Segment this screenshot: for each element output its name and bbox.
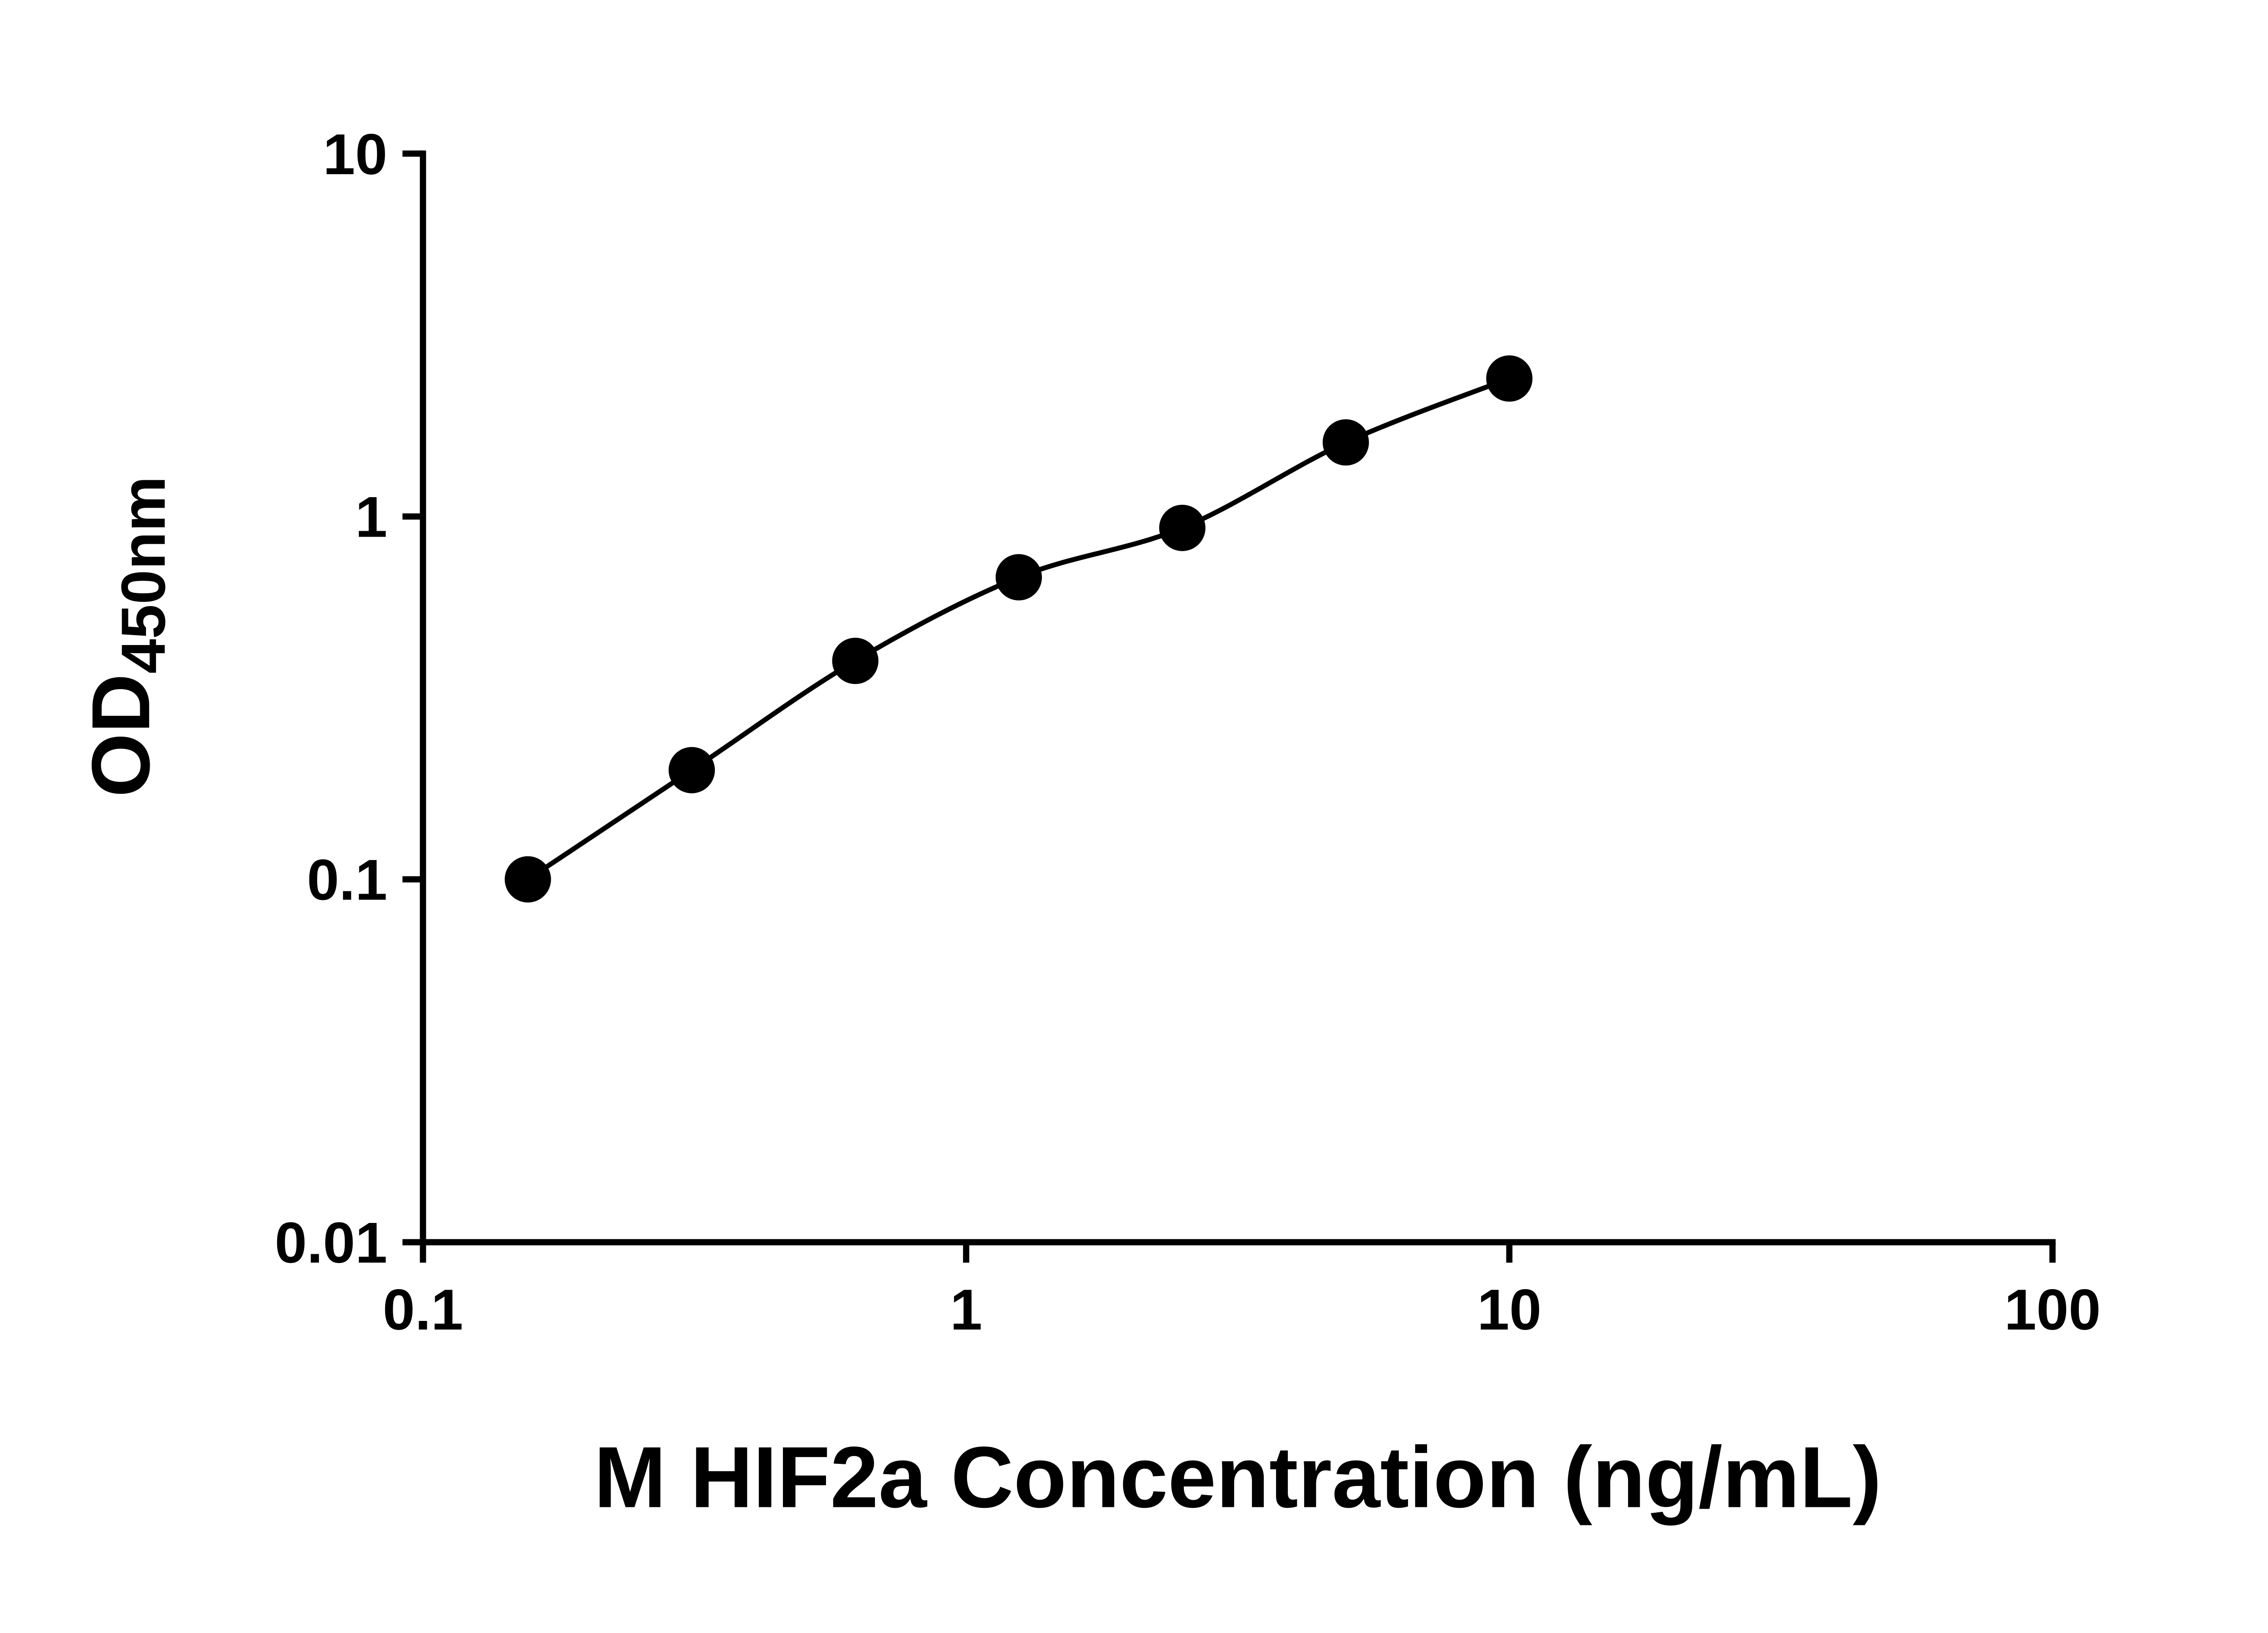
x-tick-label: 100 xyxy=(2004,1277,2101,1342)
y-tick-label: 10 xyxy=(323,122,387,187)
y-tick-label: 0.01 xyxy=(275,1211,387,1276)
x-tick-label: 1 xyxy=(950,1277,982,1342)
y-axis-title-main: OD xyxy=(75,674,167,797)
y-tick-label: 1 xyxy=(355,485,387,550)
y-axis-title: OD450nm xyxy=(75,476,178,797)
x-tick-label: 10 xyxy=(1477,1277,1541,1342)
x-axis-title: M HIF2a Concentration (ng/mL) xyxy=(594,1429,1882,1526)
y-tick-label: 0.1 xyxy=(307,848,387,913)
x-tick-label: 0.1 xyxy=(383,1277,463,1342)
data-point xyxy=(1486,355,1533,402)
data-point xyxy=(1322,419,1369,466)
data-point xyxy=(668,747,715,793)
data-point xyxy=(995,554,1042,601)
data-point xyxy=(504,856,551,903)
y-axis-title-subscript: 450nm xyxy=(109,476,178,674)
data-point xyxy=(1159,504,1206,551)
data-point xyxy=(832,637,879,684)
